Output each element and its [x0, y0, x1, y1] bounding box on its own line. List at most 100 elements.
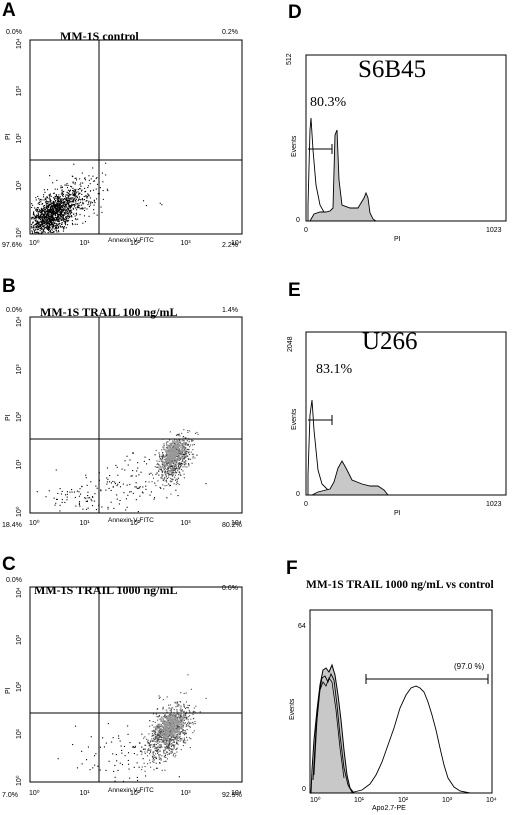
dot-b: [161, 470, 163, 472]
dot-b: [162, 455, 164, 457]
dot-b: [192, 453, 194, 455]
dot-b: [122, 483, 124, 485]
dot-a: [49, 199, 51, 201]
dot-c: [169, 740, 171, 742]
dot-a: [35, 197, 37, 199]
dot-b: [173, 472, 175, 474]
dot-b: [162, 474, 164, 476]
dot-c: [190, 738, 192, 740]
dot-c: [188, 726, 190, 728]
dot-c: [168, 735, 170, 737]
dot-b: [161, 456, 163, 458]
dot-a: [63, 228, 65, 230]
dot-a: [54, 197, 56, 199]
dot-c: [165, 753, 167, 755]
dot-b: [124, 460, 126, 462]
quad-ul-b: 0.0%: [6, 307, 22, 314]
dot-b: [187, 444, 189, 446]
dot-c: [177, 727, 179, 729]
ymax-f: 64: [298, 623, 306, 630]
dot-b: [98, 503, 100, 505]
dot-b: [180, 464, 182, 466]
dot-a: [58, 231, 60, 233]
dot-a: [45, 210, 47, 212]
dot-c: [168, 746, 170, 748]
dot-a: [40, 207, 42, 209]
dot-b: [162, 461, 165, 463]
dot-b: [179, 435, 181, 437]
dot-c: [127, 725, 129, 727]
dot-a: [34, 215, 36, 217]
dot-c: [175, 732, 177, 734]
dot-a: [76, 214, 78, 216]
dot-c: [148, 741, 150, 743]
dot-a: [49, 225, 51, 227]
dot-a: [43, 220, 45, 222]
dot-c: [165, 709, 168, 711]
dot-a: [35, 208, 37, 210]
dot-a: [40, 232, 42, 234]
dot-c: [170, 733, 173, 736]
dot-c: [157, 749, 159, 751]
dot-a: [54, 223, 56, 225]
dot-c: [152, 753, 154, 755]
dot-a: [75, 192, 77, 194]
dot-a: [70, 194, 72, 196]
dot-a: [77, 197, 79, 199]
title-b: MM-1S TRAIL 100 ng/mL: [40, 305, 178, 319]
dot-a: [66, 201, 68, 203]
dot-a: [54, 203, 56, 205]
dot-a: [77, 218, 79, 220]
dot-c: [174, 727, 176, 730]
dot-c: [176, 740, 178, 742]
dot-c: [157, 708, 159, 710]
dot-c: [179, 738, 181, 740]
dot-a: [63, 207, 65, 209]
dot-c: [188, 723, 190, 725]
dot-a: [72, 187, 74, 189]
dot-c: [180, 709, 182, 711]
dot-a: [44, 197, 46, 199]
dot-c: [175, 727, 177, 729]
dot-b: [160, 469, 162, 471]
dot-b: [176, 462, 178, 464]
dot-b: [129, 459, 131, 461]
dot-a: [58, 222, 60, 224]
dot-a: [37, 213, 39, 215]
dot-b: [186, 440, 188, 442]
dot-a: [53, 202, 55, 204]
dot-c: [171, 750, 173, 752]
dot-b: [135, 499, 137, 501]
dot-b: [148, 459, 150, 461]
dot-b: [177, 477, 179, 479]
dot-c: [154, 728, 156, 730]
dot-c: [166, 721, 168, 723]
dot-c: [119, 740, 121, 742]
dot-c: [173, 709, 175, 711]
dot-a: [31, 225, 33, 227]
dot-b: [167, 467, 169, 469]
dot-a: [53, 220, 55, 222]
dot-c: [156, 708, 158, 710]
dot-a: [68, 195, 70, 197]
dot-a: [65, 210, 67, 212]
dot-a: [46, 227, 48, 229]
dot-b: [48, 490, 50, 492]
dot-a: [60, 213, 62, 215]
dot-c: [184, 740, 186, 742]
dot-a: [44, 221, 46, 223]
dot-b: [175, 460, 177, 462]
dot-c: [155, 749, 157, 751]
dots-a: [31, 162, 163, 235]
dot-b: [188, 463, 190, 465]
dot-b: [168, 474, 170, 476]
dot-a: [60, 199, 62, 201]
dot-c: [156, 741, 158, 743]
dot-c: [175, 749, 177, 751]
dot-a: [52, 217, 54, 219]
dot-c: [175, 720, 177, 722]
ytick-c: 10²: [16, 681, 23, 692]
dot-a: [43, 216, 45, 218]
dot-b: [161, 463, 163, 465]
